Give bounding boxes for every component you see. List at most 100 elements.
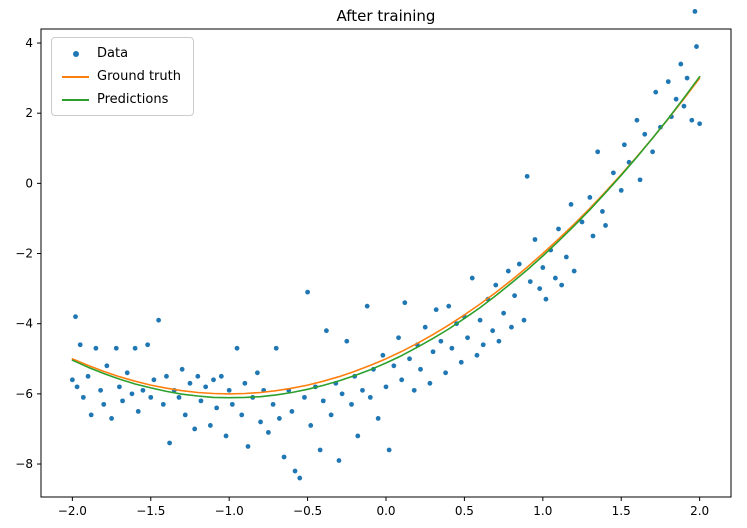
data-point <box>349 401 354 407</box>
data-point <box>113 345 119 351</box>
data-point <box>148 394 154 400</box>
data-point <box>477 317 483 323</box>
data-point <box>160 401 166 407</box>
data-point <box>223 433 229 439</box>
data-point <box>446 303 452 309</box>
data-point <box>552 275 558 281</box>
data-point <box>532 237 538 242</box>
data-point <box>297 475 303 481</box>
data-point <box>579 219 585 225</box>
data-point <box>151 377 157 383</box>
data-point <box>490 328 496 334</box>
data-point <box>524 173 530 179</box>
data-point <box>276 416 282 421</box>
data-point <box>292 468 298 474</box>
data-point <box>289 408 295 414</box>
data-point <box>265 430 271 435</box>
data-point <box>73 314 78 320</box>
data-point <box>93 345 99 351</box>
data-point <box>270 401 276 407</box>
data-point <box>692 9 698 14</box>
data-point <box>673 96 679 102</box>
data-point <box>407 356 412 362</box>
predictions-line-swatch <box>62 98 89 101</box>
data-point <box>402 300 408 306</box>
data-point <box>681 103 687 109</box>
data-point <box>203 384 209 390</box>
data-point <box>77 342 83 348</box>
data-point <box>449 345 455 351</box>
data-point <box>422 324 428 330</box>
y-tick-label: −8 <box>15 457 33 471</box>
data-point <box>505 268 511 274</box>
legend-item-data: Data <box>62 45 181 62</box>
data-point <box>132 345 138 351</box>
data-point <box>258 419 263 425</box>
y-tick-label: 4 <box>25 36 33 50</box>
data-point <box>469 275 475 281</box>
data-point <box>187 380 193 386</box>
data-point <box>308 423 314 428</box>
data-point <box>610 170 616 176</box>
data-point <box>563 254 569 260</box>
data-point <box>396 335 401 341</box>
data-point <box>85 373 91 379</box>
data-marker-swatch <box>62 50 89 57</box>
data-point <box>521 317 527 323</box>
curve-predictions <box>71 75 701 399</box>
y-tick-label: 2 <box>25 106 33 120</box>
y-tick-label: −2 <box>15 247 33 261</box>
data-point <box>587 194 593 200</box>
data-point <box>642 131 648 137</box>
data-point <box>120 398 125 404</box>
data-point <box>195 373 201 379</box>
data-point <box>74 384 80 390</box>
data-point <box>273 345 279 351</box>
data-point <box>697 121 703 127</box>
data-point <box>516 261 522 267</box>
legend-label-predictions: Predictions <box>97 92 169 107</box>
data-point <box>427 380 433 386</box>
data-point <box>634 117 640 123</box>
data-point <box>501 310 507 316</box>
data-point <box>694 44 699 49</box>
data-point <box>98 387 103 393</box>
data-point <box>198 398 204 404</box>
y-tick-label: 0 <box>25 176 33 190</box>
data-point <box>182 412 188 418</box>
data-point <box>537 286 543 292</box>
data-point <box>433 307 439 313</box>
data-point <box>540 265 546 270</box>
data-point <box>430 349 436 355</box>
data-point <box>242 380 248 386</box>
data-point <box>211 377 216 383</box>
line-swatch-icon <box>62 98 89 101</box>
data-point <box>556 226 561 232</box>
data-point <box>665 79 671 85</box>
data-point <box>364 303 370 309</box>
data-point <box>156 317 162 323</box>
data-point <box>512 293 517 299</box>
data-point <box>360 387 365 393</box>
data-point <box>595 149 601 155</box>
data-point <box>678 61 684 67</box>
y-tick-label: −4 <box>15 317 33 331</box>
data-point <box>380 352 386 358</box>
data-point <box>559 282 565 288</box>
data-point <box>234 345 240 351</box>
data-point <box>418 366 423 372</box>
data-point <box>328 412 334 418</box>
data-point <box>344 338 350 344</box>
data-point <box>135 408 141 414</box>
chart-title: After training <box>336 7 436 25</box>
data-point <box>80 394 86 400</box>
data-point <box>192 426 198 432</box>
data-point <box>226 387 232 393</box>
curve-ground-truth <box>71 77 701 395</box>
data-point <box>140 387 146 393</box>
data-point <box>650 149 655 155</box>
data-point <box>375 416 381 421</box>
data-point <box>621 142 627 148</box>
x-tick-label: −1.5 <box>136 504 165 518</box>
